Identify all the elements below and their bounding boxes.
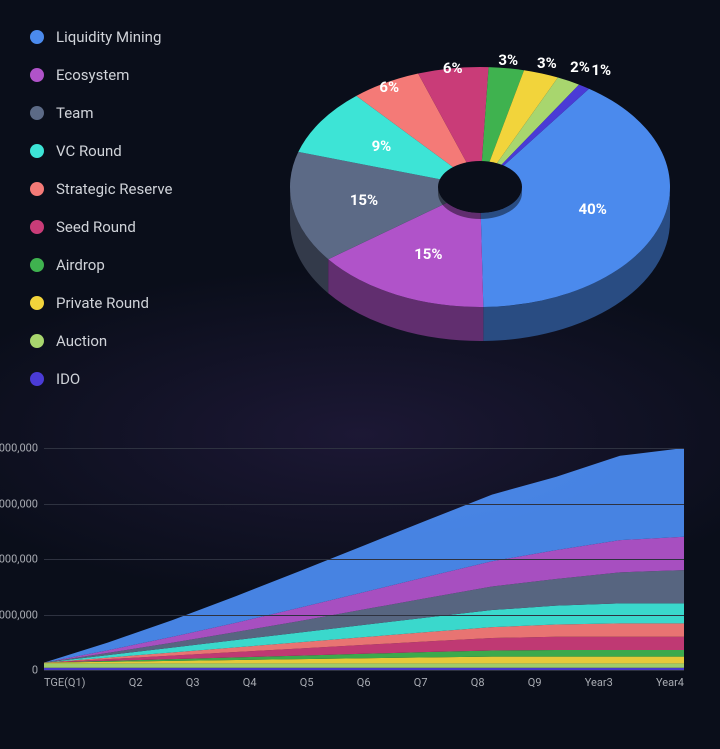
legend-swatch — [30, 334, 44, 348]
legend-swatch — [30, 372, 44, 386]
area-xtick: TGE(Q1) — [44, 676, 86, 689]
area-chart: 025,000,00050,000,00075,000,000100,000,0… — [44, 448, 684, 670]
area-ytick: 75,000,000 — [0, 497, 38, 510]
area-xtick: Q3 — [186, 676, 200, 689]
legend-swatch — [30, 30, 44, 44]
area-ytick: 0 — [32, 664, 38, 677]
legend-label: Liquidity Mining — [56, 28, 161, 46]
area-xtick: Q5 — [300, 676, 314, 689]
legend-label: Strategic Reserve — [56, 180, 173, 198]
legend-label: Team — [56, 104, 94, 122]
legend-swatch — [30, 144, 44, 158]
area-ytick: 100,000,000 — [0, 442, 38, 455]
area-xtick: Year4 — [656, 676, 684, 689]
area-xtick: Q6 — [357, 676, 371, 689]
area-xtick: Q4 — [243, 676, 257, 689]
legend-item: IDO — [30, 370, 210, 388]
legend-label: Seed Round — [56, 218, 136, 236]
legend-item: Private Round — [30, 294, 210, 312]
legend-item: Ecosystem — [30, 66, 210, 84]
pie-slice-label: 15% — [414, 245, 442, 263]
area-xtick: Q2 — [129, 676, 143, 689]
legend-item: Liquidity Mining — [30, 28, 210, 46]
legend-swatch — [30, 258, 44, 272]
legend-swatch — [30, 296, 44, 310]
pie-slice-label: 9% — [372, 137, 392, 155]
legend-item: Seed Round — [30, 218, 210, 236]
legend-item: VC Round — [30, 142, 210, 160]
pie-slice-label: 6% — [443, 59, 463, 77]
pie-slice-label: 15% — [350, 191, 378, 209]
legend-item: Strategic Reserve — [30, 180, 210, 198]
area-xtick: Year3 — [585, 676, 613, 689]
legend-swatch — [30, 220, 44, 234]
area-xtick: Q8 — [471, 676, 485, 689]
legend-label: Private Round — [56, 294, 149, 312]
pie-slice-label: 40% — [578, 200, 606, 218]
legend-item: Airdrop — [30, 256, 210, 274]
legend-swatch — [30, 106, 44, 120]
legend-swatch — [30, 68, 44, 82]
area-ytick: 25,000,000 — [0, 608, 38, 621]
pie-slice-label: 6% — [379, 78, 399, 96]
pie-chart: 40% 15% 15% 9% 6% 6% 3% 3% 2%1% — [210, 22, 706, 422]
area-x-axis: TGE(Q1) Q2 Q3 Q4 Q5 Q6 Q7 Q8 Q9 Year3 Year4 — [44, 676, 684, 689]
area-xtick: Q7 — [414, 676, 428, 689]
legend-item: Team — [30, 104, 210, 122]
legend-label: Airdrop — [56, 256, 105, 274]
area-ytick: 50,000,000 — [0, 553, 38, 566]
legend-item: Auction — [30, 332, 210, 350]
area-xtick: Q9 — [528, 676, 542, 689]
legend-label: VC Round — [56, 142, 122, 160]
legend-label: IDO — [56, 370, 80, 388]
pie-legend: Liquidity Mining Ecosystem Team VC Round Str… — [30, 22, 210, 422]
legend-label: Auction — [56, 332, 107, 350]
legend-swatch — [30, 182, 44, 196]
pie-slice-label: 2% — [570, 58, 590, 76]
pie-slice-label: 3% — [537, 54, 557, 72]
legend-label: Ecosystem — [56, 66, 129, 84]
pie-slice-label: 1% — [591, 61, 611, 79]
pie-slice-label: 3% — [498, 51, 518, 69]
